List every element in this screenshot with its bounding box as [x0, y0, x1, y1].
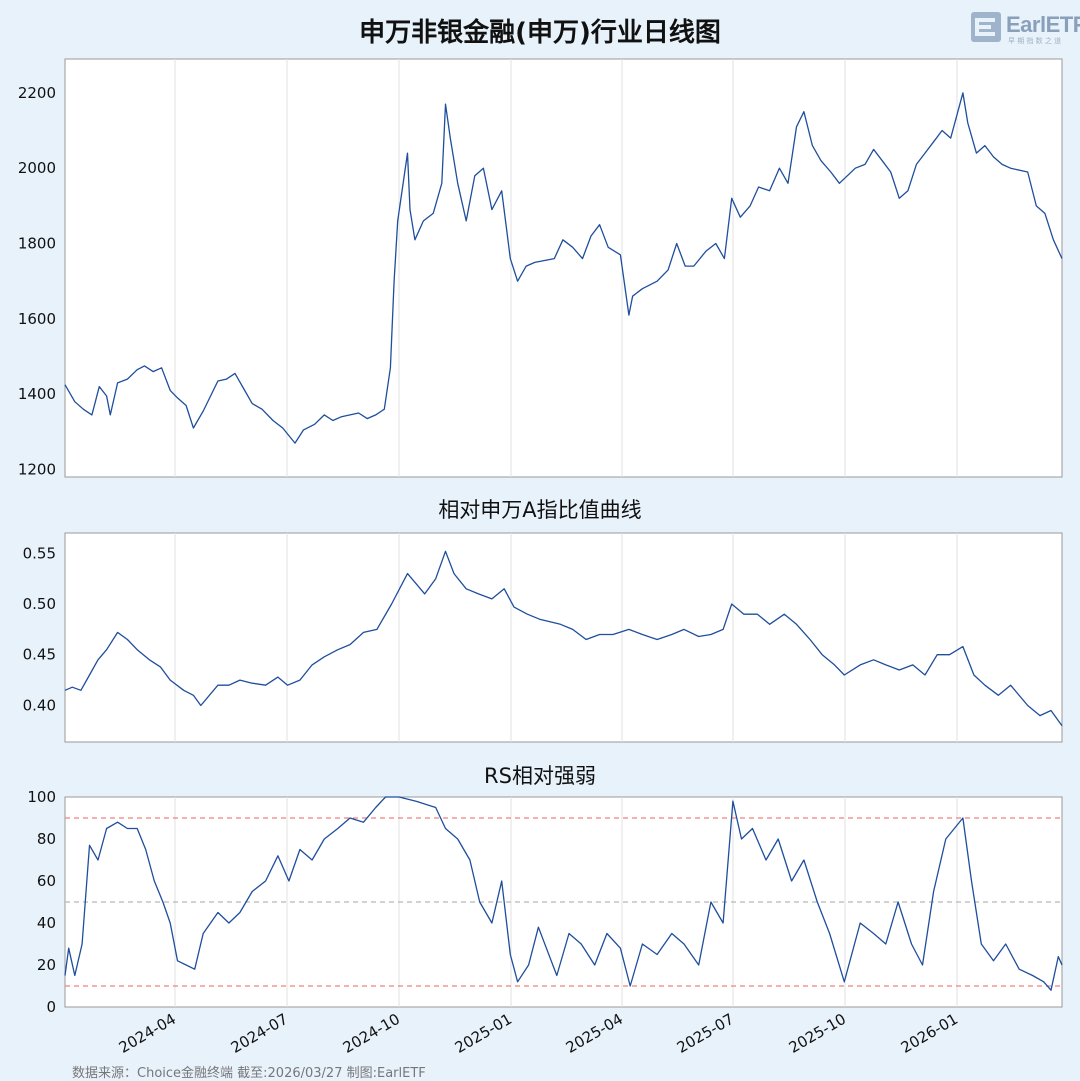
rs-y-tick-label: 100 [27, 788, 56, 806]
x-tick-label: 2025-04 [563, 1010, 626, 1057]
price-y-tick-label: 2000 [18, 159, 56, 177]
ratio-y-tick-label: 0.40 [23, 696, 56, 714]
price-y-tick-label: 1800 [18, 235, 56, 253]
logo-icon [971, 12, 1001, 42]
ratio-plot-area [64, 532, 1063, 743]
ratio-y-tick-label: 0.55 [23, 544, 56, 562]
ratio-chart-title: 相对申万A指比值曲线 [438, 498, 642, 522]
x-tick-label: 2026-01 [898, 1010, 961, 1057]
rs-chart-title: RS相对强弱 [484, 764, 596, 788]
chart-title: 申万非银金融(申万)行业日线图 [359, 18, 721, 48]
rs-y-tick-label: 0 [46, 998, 56, 1016]
logo-text: EarlETF [1006, 12, 1080, 37]
x-tick-label: 2025-07 [674, 1010, 737, 1057]
price-plot-area [64, 58, 1063, 478]
price-y-tick-label: 1200 [18, 460, 56, 478]
source-note: 数据来源：Choice金融终端 截至:2026/03/27 制图:EarlETF [72, 1066, 426, 1081]
x-tick-label: 2024-07 [228, 1010, 291, 1057]
price-y-tick-label: 2200 [18, 84, 56, 102]
rs-series-line [64, 796, 1063, 991]
price-y-tick-label: 1600 [18, 310, 56, 328]
rs-y-tick-label: 60 [37, 872, 56, 890]
x-tick-label: 2024-10 [340, 1010, 403, 1057]
logo-tagline: 早 期 指 数 之 道 [1008, 37, 1062, 45]
ratio-y-tick-label: 0.50 [23, 595, 56, 613]
earletf-logo: EarlETF 早 期 指 数 之 道 [970, 10, 1080, 46]
x-tick-label: 2024-04 [116, 1010, 179, 1057]
price-y-tick-label: 1400 [18, 385, 56, 403]
ratio-series-line [64, 550, 1063, 727]
rs-y-tick-label: 40 [37, 914, 56, 932]
price-series-line [64, 92, 1063, 444]
rs-y-tick-label: 20 [37, 956, 56, 974]
x-tick-label: 2025-10 [786, 1010, 849, 1057]
x-tick-label: 2025-01 [452, 1010, 515, 1057]
rs-y-tick-label: 80 [37, 830, 56, 848]
ratio-y-tick-label: 0.45 [23, 646, 56, 664]
